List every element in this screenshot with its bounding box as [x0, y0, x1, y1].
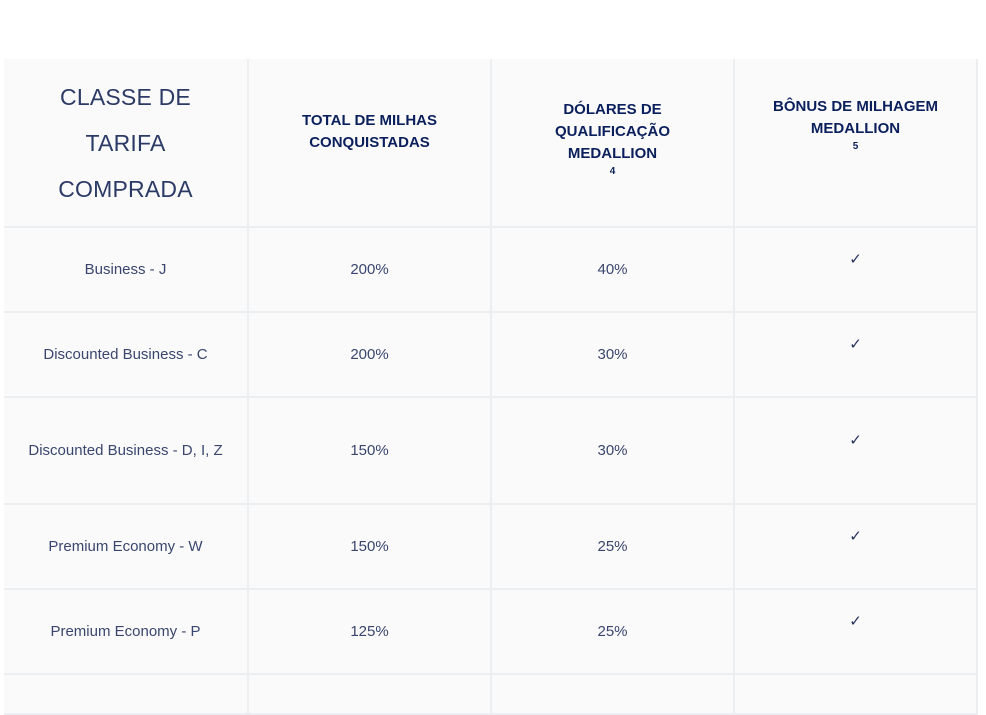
bonus-cell: ✓	[733, 588, 978, 675]
table-header-row: CLASSE DE TARIFA COMPRADA TOTAL DE MILHA…	[4, 59, 978, 228]
header-fare-class: CLASSE DE TARIFA COMPRADA	[4, 59, 249, 228]
bonus-cell: ✓	[733, 226, 978, 313]
header-mqd-line: QUALIFICAÇÃO	[555, 122, 670, 140]
footnote-5-link[interactable]: 5	[852, 140, 859, 152]
table-row: Premium Economy - P 125% 25% ✓	[4, 588, 978, 675]
checkmark-icon: ✓	[849, 335, 862, 353]
table-row	[4, 673, 978, 715]
mqd-cell: 30%	[490, 311, 735, 398]
header-mqd-line: MEDALLION 4	[506, 143, 719, 187]
total-miles-cell	[247, 673, 492, 715]
fare-class-table: CLASSE DE TARIFA COMPRADA TOTAL DE MILHA…	[4, 59, 978, 715]
total-miles-cell: 200%	[247, 226, 492, 313]
checkmark-icon: ✓	[849, 612, 862, 630]
header-bonus-line: MEDALLION 5	[749, 118, 962, 162]
total-miles-cell: 150%	[247, 396, 492, 505]
header-medallion-qualification-dollars: DÓLARES DE QUALIFICAÇÃO MEDALLION 4	[490, 59, 735, 228]
fare-class-cell: Premium Economy - P	[4, 588, 249, 675]
fare-class-cell	[4, 673, 249, 715]
header-bonus-text: MEDALLION	[810, 119, 901, 137]
fare-class-cell: Premium Economy - W	[4, 503, 249, 590]
header-total-miles: TOTAL DE MILHAS CONQUISTADAS	[247, 59, 492, 228]
checkmark-icon: ✓	[849, 527, 862, 545]
footnote-4-link[interactable]: 4	[609, 165, 616, 177]
mqd-cell: 25%	[490, 588, 735, 675]
mqd-cell: 30%	[490, 396, 735, 505]
header-mqd-line: DÓLARES DE	[563, 100, 662, 118]
header-bonus-line: BÔNUS DE MILHAGEM	[773, 97, 938, 115]
table-row: Discounted Business - D, I, Z 150% 30% ✓	[4, 396, 978, 505]
header-fare-class-line: COMPRADA	[58, 175, 193, 202]
mqd-cell: 25%	[490, 503, 735, 590]
bonus-cell: ✓	[733, 396, 978, 505]
fare-class-cell: Discounted Business - D, I, Z	[4, 396, 249, 505]
header-total-miles-line: TOTAL DE MILHAS	[302, 111, 437, 129]
header-fare-class-line: CLASSE DE	[60, 83, 191, 110]
total-miles-cell: 200%	[247, 311, 492, 398]
mqd-cell	[490, 673, 735, 715]
fare-class-cell: Discounted Business - C	[4, 311, 249, 398]
total-miles-cell: 125%	[247, 588, 492, 675]
checkmark-icon: ✓	[849, 431, 862, 449]
table-row: Discounted Business - C 200% 30% ✓	[4, 311, 978, 398]
header-medallion-mileage-bonus: BÔNUS DE MILHAGEM MEDALLION 5	[733, 59, 978, 228]
bonus-cell: ✓	[733, 503, 978, 590]
total-miles-cell: 150%	[247, 503, 492, 590]
bonus-cell	[733, 673, 978, 715]
mqd-cell: 40%	[490, 226, 735, 313]
header-fare-class-line: TARIFA	[85, 129, 166, 156]
table-row: Business - J 200% 40% ✓	[4, 226, 978, 313]
header-total-miles-line: CONQUISTADAS	[309, 133, 430, 151]
bonus-cell: ✓	[733, 311, 978, 398]
checkmark-icon: ✓	[849, 250, 862, 268]
fare-class-cell: Business - J	[4, 226, 249, 313]
header-mqd-text: MEDALLION	[567, 144, 658, 162]
table-row: Premium Economy - W 150% 25% ✓	[4, 503, 978, 590]
